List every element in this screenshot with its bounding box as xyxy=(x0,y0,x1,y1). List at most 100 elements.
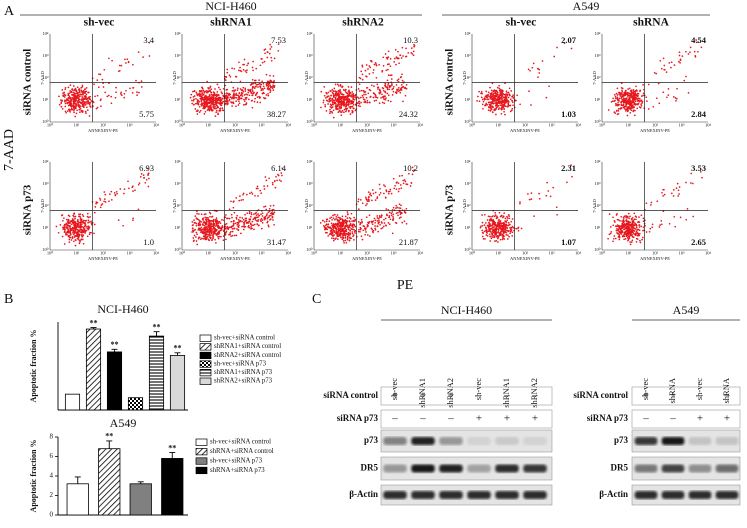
dot xyxy=(489,110,492,112)
dot xyxy=(631,239,634,242)
dot xyxy=(197,219,200,221)
dot xyxy=(348,99,351,102)
y-tick-label: 10⁰ xyxy=(306,119,313,124)
dot xyxy=(73,221,76,224)
dot xyxy=(221,107,224,109)
dot xyxy=(630,224,633,227)
dot xyxy=(256,187,259,190)
dot xyxy=(84,101,87,104)
dot xyxy=(138,182,141,184)
dot xyxy=(504,227,506,229)
dot xyxy=(322,101,325,104)
lane-label: shRNA2 xyxy=(529,378,539,408)
dot xyxy=(700,46,703,49)
dot xyxy=(556,46,558,49)
dot xyxy=(192,95,195,98)
dot xyxy=(490,224,493,227)
dot xyxy=(511,235,514,237)
dot xyxy=(371,223,374,226)
dot xyxy=(405,84,408,86)
dot xyxy=(491,230,494,233)
dot xyxy=(244,90,247,92)
dot xyxy=(509,110,512,113)
dot xyxy=(398,175,401,177)
dot xyxy=(218,235,221,238)
dot xyxy=(352,219,355,222)
dot xyxy=(217,86,220,89)
dot xyxy=(500,104,503,107)
dot xyxy=(339,85,342,87)
dot xyxy=(281,174,283,177)
dot xyxy=(103,191,106,193)
dot xyxy=(571,175,573,178)
dot xyxy=(620,215,623,218)
dot xyxy=(61,89,64,91)
dot xyxy=(120,94,123,96)
dot xyxy=(382,96,385,99)
dot xyxy=(124,58,126,61)
dot xyxy=(394,49,397,51)
dot xyxy=(397,86,400,89)
dot xyxy=(367,92,370,95)
dot xyxy=(509,104,511,107)
dot xyxy=(628,237,631,240)
dot xyxy=(329,90,331,92)
dot xyxy=(69,111,71,113)
dot xyxy=(272,84,274,87)
dot xyxy=(617,101,619,104)
dot xyxy=(261,92,264,95)
dot xyxy=(203,102,205,105)
dot xyxy=(371,199,373,202)
dot xyxy=(196,98,199,101)
x-tick-label: 10¹ xyxy=(338,251,345,256)
dot xyxy=(481,214,483,216)
dot xyxy=(207,224,210,227)
dot xyxy=(501,98,504,100)
y-tick-label: 10² xyxy=(595,203,602,208)
dot xyxy=(692,215,695,218)
dot xyxy=(67,222,70,225)
x-tick-label: 10¹ xyxy=(626,123,633,128)
dot xyxy=(631,107,634,109)
y-tick-label: 10⁴ xyxy=(464,31,471,36)
y-tick-label: 10³ xyxy=(465,181,472,186)
x-tick-label: 10¹ xyxy=(74,251,81,256)
dot xyxy=(220,235,222,238)
dot xyxy=(239,88,242,90)
dot xyxy=(665,71,668,73)
column-title: sh-vec xyxy=(84,17,115,29)
dot xyxy=(268,177,270,180)
dot xyxy=(263,185,265,187)
dot xyxy=(79,241,81,243)
dot xyxy=(198,220,201,222)
dot xyxy=(335,230,338,233)
dot xyxy=(498,89,501,92)
dot xyxy=(507,221,510,224)
dot xyxy=(510,109,513,112)
dot xyxy=(237,98,239,101)
dot xyxy=(194,108,197,110)
dot xyxy=(239,195,241,197)
dot xyxy=(651,223,654,226)
dot xyxy=(231,90,234,92)
dot xyxy=(496,91,499,94)
dot xyxy=(226,103,228,106)
dot xyxy=(678,60,680,63)
dot xyxy=(483,224,486,226)
dot xyxy=(628,92,631,95)
y-tick-label: 10⁴ xyxy=(306,159,313,164)
dot xyxy=(386,63,389,66)
dot xyxy=(497,231,500,233)
dot xyxy=(231,105,233,107)
dot xyxy=(256,101,259,103)
sign: – xyxy=(723,390,730,402)
dot xyxy=(212,219,215,222)
dot xyxy=(657,82,660,85)
dot xyxy=(411,53,414,55)
dot xyxy=(625,233,627,236)
dot xyxy=(630,94,633,97)
dot xyxy=(334,105,337,107)
dot xyxy=(506,98,508,101)
dot xyxy=(493,234,495,237)
dot xyxy=(620,87,623,89)
